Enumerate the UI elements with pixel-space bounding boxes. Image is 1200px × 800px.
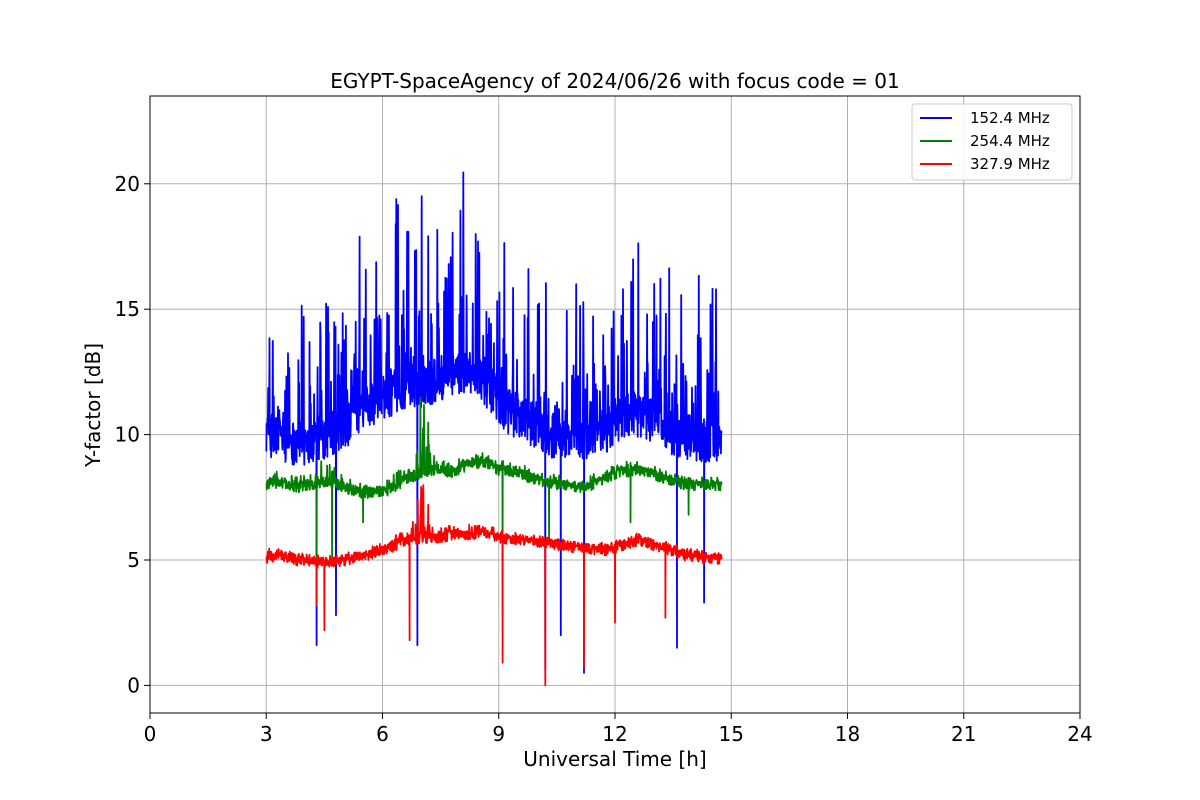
series-line [265,484,723,687]
series-line [265,171,723,674]
x-tick-label: 6 [376,722,389,746]
x-tick-label: 12 [602,722,627,746]
x-tick-label: 24 [1067,722,1092,746]
x-tick-label: 0 [144,722,157,746]
y-tick-label: 20 [115,172,140,196]
axis-ticks: 0 3 6 9 12 15 18 21 24 0 5 10 15 20 [115,172,1093,746]
legend-entry: 152.4 MHz [970,109,1050,127]
y-tick-label: 10 [115,423,140,447]
y-axis-label: Y-factor [dB] [81,343,105,468]
chart-title: EGYPT-SpaceAgency of 2024/06/26 with foc… [330,69,899,93]
x-tick-label: 18 [835,722,860,746]
x-tick-label: 21 [951,722,976,746]
legend-box [911,103,1073,181]
x-tick-label: 9 [492,722,505,746]
legend: 152.4 MHz 254.4 MHz 327.9 MHz [911,103,1073,181]
legend-entry: 327.9 MHz [970,155,1050,173]
x-tick-label: 15 [719,722,744,746]
y-tick-label: 5 [127,548,140,572]
x-axis-label: Universal Time [h] [523,747,706,771]
x-tick-label: 3 [260,722,273,746]
y-tick-label: 0 [127,673,140,697]
y-tick-label: 15 [115,297,140,321]
legend-entry: 254.4 MHz [970,132,1050,150]
series-layer [265,171,723,687]
series-line [265,396,723,566]
